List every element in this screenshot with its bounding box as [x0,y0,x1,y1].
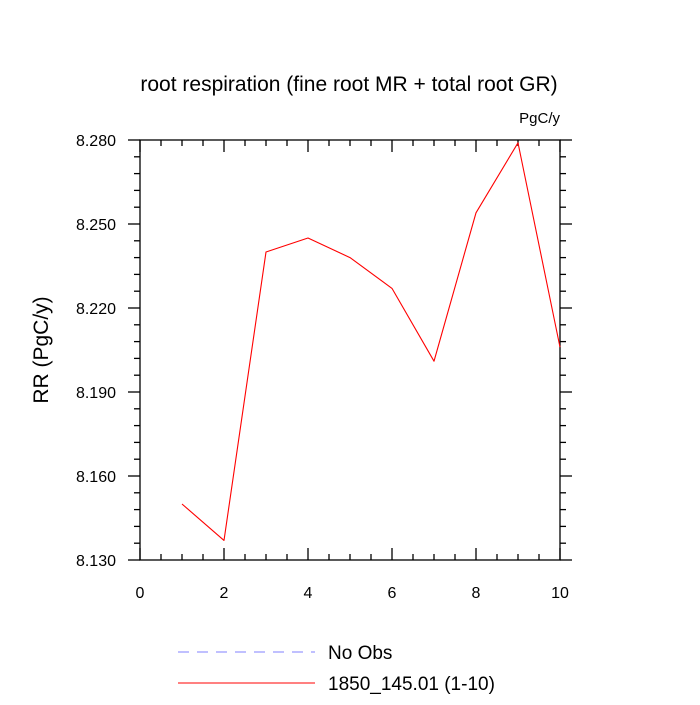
chart-title: root respiration (fine root MR + total r… [140,73,557,96]
axis-ticks [128,140,572,560]
units-label: PgC/y [519,110,560,127]
x-tick-label: 8 [472,585,481,602]
x-tick-label: 4 [304,585,313,602]
x-tick-label: 6 [388,585,397,602]
y-tick-label: 8.250 [76,217,116,234]
x-tick-label: 0 [136,585,145,602]
x-tick-label: 2 [220,585,229,602]
legend-label: 1850_145.01 (1-10) [328,674,495,695]
x-tick-label: 10 [551,585,569,602]
series-line [182,143,560,541]
legend-label: No Obs [328,643,392,664]
y-tick-label: 8.220 [76,301,116,318]
y-tick-labels: 8.130 8.160 8.190 8.220 8.250 8.280 [76,133,116,570]
series-group [182,143,560,541]
y-tick-label: 8.160 [76,469,116,486]
legend: No Obs 1850_145.01 (1-10) [178,643,495,695]
y-tick-label: 8.190 [76,385,116,402]
y-tick-label: 8.280 [76,133,116,150]
x-tick-labels: 0 2 4 6 8 10 [136,585,569,602]
y-tick-label: 8.130 [76,553,116,570]
plot-frame [140,140,560,560]
y-axis-label: RR (PgC/y) [30,296,53,403]
